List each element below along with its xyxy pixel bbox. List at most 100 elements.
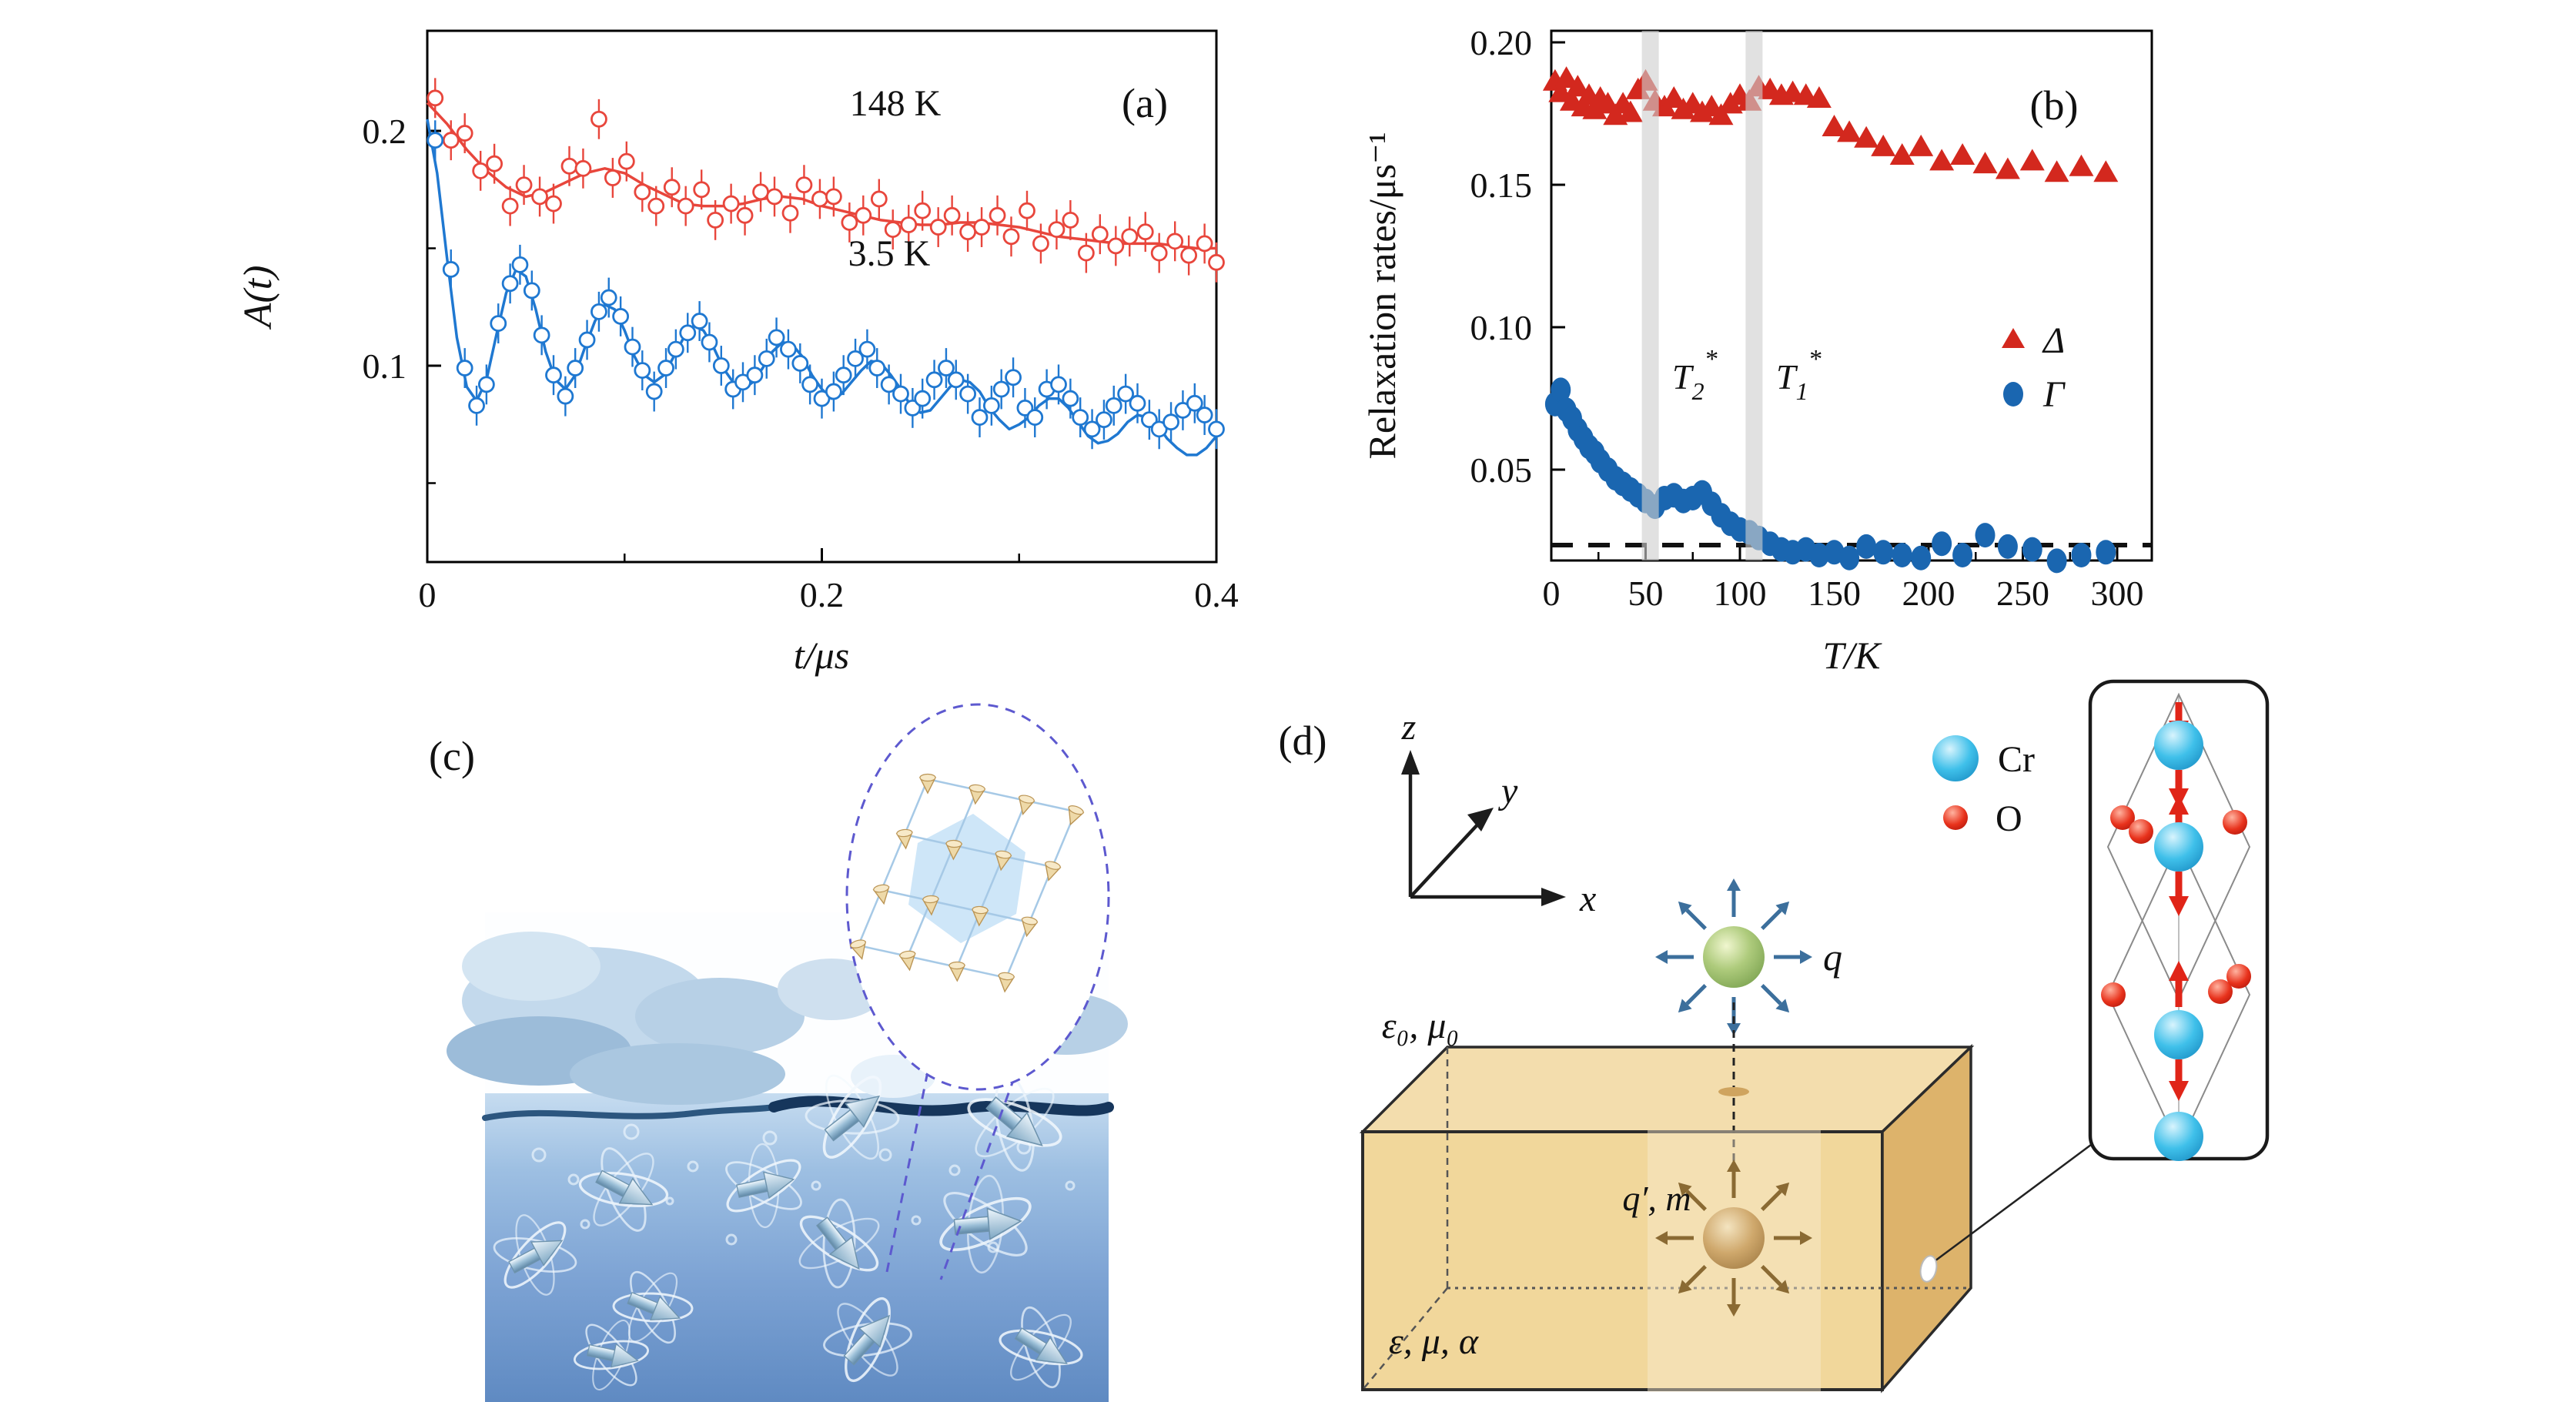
data-point: [486, 155, 503, 172]
legend-label: Γ: [2042, 374, 2066, 415]
data-point: [567, 360, 584, 376]
field-arrow: [1685, 1190, 1707, 1211]
inset-pointer-line: [1934, 1136, 2101, 1263]
ellipse-shape: [945, 839, 962, 848]
x-tick-label: 250: [1996, 574, 2049, 613]
lattice-spin-cone: [1045, 861, 1062, 882]
data-point: [1554, 66, 1579, 89]
circle-shape: [623, 1123, 640, 1140]
data-point: [947, 371, 965, 389]
data-point: [574, 159, 592, 177]
panel-b-chart: 0 50 100 150 200 250 300 0.05 0.10 0.15 0.20 ΔΓ: [1470, 23, 2153, 613]
lattice-spin-cone: [1018, 795, 1035, 815]
circle-shape: [2154, 1010, 2203, 1059]
legend: ΔΓ: [2002, 320, 2066, 415]
circle-shape: [2208, 979, 2233, 1004]
data-point: [545, 366, 562, 384]
data-point: [531, 188, 548, 206]
x-tick-label: 0.2: [800, 575, 845, 614]
panel-d-diagram: z x y q q′, m ε₀, μ₀ ε, μ, α Cr O: [1359, 679, 2270, 1394]
outside-medium-label: ε₀, μ₀: [1382, 1005, 1459, 1046]
data-point: [811, 190, 828, 208]
data-point: [1121, 228, 1139, 246]
ellipse-shape: [998, 972, 1015, 981]
x-tick-label: 0: [1543, 574, 1561, 613]
data-point: [427, 89, 444, 107]
data-point: [560, 157, 578, 175]
data-point: [841, 214, 858, 231]
data-point: [1196, 407, 1213, 423]
lattice-spin-cone: [922, 895, 939, 916]
y-axis-arrowhead: [1467, 808, 1494, 831]
data-point: [472, 162, 490, 179]
data-point: [1822, 115, 1847, 136]
spin-lattice-inset: [849, 773, 1085, 993]
data-point: [801, 376, 819, 393]
data-point: [868, 360, 886, 376]
data-point: [929, 219, 947, 236]
circle-shape: [580, 1219, 590, 1230]
data-point: [914, 202, 932, 219]
polygon-shape: [2169, 896, 2189, 916]
data-point: [835, 366, 852, 384]
data-point: [590, 303, 607, 320]
field-arrow: [1685, 908, 1707, 930]
y-tick-label: 0.05: [1470, 450, 1533, 490]
x-tick-label: 50: [1628, 574, 1664, 613]
data-point: [904, 400, 922, 417]
data-point: [1117, 385, 1135, 403]
q-prime-field-arrows: [1655, 1159, 1812, 1317]
lattice-spin-cone: [918, 773, 937, 795]
data-point: [858, 340, 876, 358]
y-axis-label: y: [1497, 771, 1518, 811]
polygon-shape: [2169, 961, 2189, 981]
data-point: [600, 289, 617, 306]
data-point: [427, 132, 444, 149]
field-arrowhead: [1727, 1159, 1741, 1172]
y-tick-label: 0.1: [363, 346, 407, 386]
field-arrowhead: [1775, 1182, 1790, 1196]
data-point: [1016, 400, 1034, 417]
data-point: [943, 206, 961, 224]
field-arrow: [1685, 984, 1707, 1005]
legend-marker: [2003, 382, 2023, 407]
circle-shape: [878, 1148, 892, 1162]
legend-cr-label: Cr: [1998, 739, 2035, 780]
surface-intersection-mark: [1718, 1087, 1749, 1096]
field-arrowhead: [1678, 999, 1692, 1013]
lattice-spin-cone: [945, 839, 963, 861]
q-field-arrows: [1655, 878, 1812, 1036]
lattice-spin-cone: [995, 850, 1012, 872]
data-point: [1972, 152, 1998, 174]
y-tick-label: 0.2: [363, 112, 407, 151]
panel-b-xlabel: T/K: [1822, 634, 1882, 677]
panel-a-letter: (a): [1122, 80, 1168, 126]
data-point: [477, 376, 495, 393]
data-point: [612, 308, 630, 325]
field-arrowhead: [1678, 1280, 1692, 1294]
o-atoms: [2101, 805, 2251, 1007]
circle-shape: [2226, 964, 2251, 989]
circle-shape: [2101, 982, 2126, 1007]
ellipse-shape: [896, 828, 913, 838]
data-point: [914, 390, 932, 407]
circle-shape: [948, 1164, 961, 1176]
lattice-spin-cone: [998, 972, 1015, 993]
panel-b-ylabel: Relaxation rates/μs⁻¹: [1360, 132, 1403, 459]
data-point: [707, 211, 724, 229]
polygon-shape: [2169, 795, 2189, 815]
x-tick-label: 150: [1808, 574, 1861, 613]
crossover-band: [1745, 31, 1763, 560]
circle-shape: [1065, 1180, 1076, 1191]
data-point: [1140, 411, 1158, 429]
panel-c-illustration: [447, 703, 1128, 1402]
ellipse-shape: [1021, 916, 1038, 925]
data-point: [1105, 397, 1122, 414]
band-label-T1star: T1*: [1776, 345, 1822, 405]
data-point: [545, 195, 562, 212]
ellipse-shape: [972, 905, 989, 915]
ellipse-shape: [948, 961, 965, 970]
data-point: [1208, 253, 1225, 271]
lattice-spin-cone: [1068, 805, 1085, 826]
